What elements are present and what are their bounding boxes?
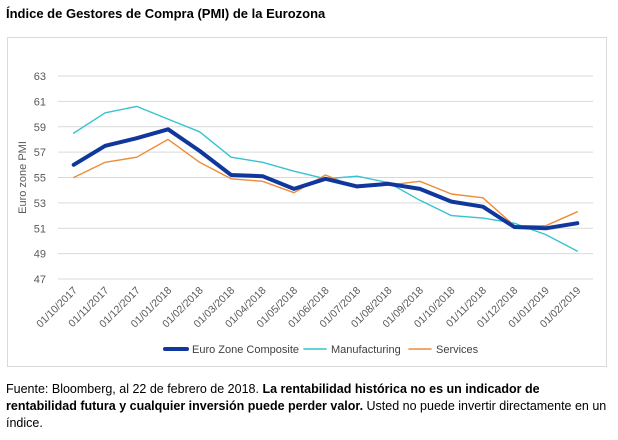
y-axis-label: Euro zone PMI <box>17 141 29 214</box>
y-tick-label: 63 <box>34 71 46 83</box>
y-tick-label: 47 <box>34 274 46 286</box>
chart-title: Índice de Gestores de Compra (PMI) de la… <box>6 6 326 21</box>
y-tick-label: 57 <box>34 147 46 159</box>
series-line-services <box>72 138 578 227</box>
y-tick-label: 55 <box>34 173 46 185</box>
y-tick-label: 61 <box>34 96 46 108</box>
y-tick-label: 53 <box>34 198 46 210</box>
legend-label: Euro Zone Composite <box>192 344 299 356</box>
disclaimer-text: La rentabilidad histórica no es un indic… <box>6 382 540 413</box>
y-tick-label: 49 <box>34 249 46 261</box>
series-line-euro-zone-composite <box>71 127 580 231</box>
y-tick-label: 51 <box>34 223 46 235</box>
chart-frame: 47 49 51 53 55 57 59 61 63 Euro zone PMI 01/10/201… <box>7 37 607 367</box>
legend-label: Services <box>436 344 479 356</box>
legend-label: Manufacturing <box>331 344 401 356</box>
index-note-text: Usted no puede invertir directamente en … <box>6 399 607 430</box>
source-text: Fuente: Bloomberg, al 22 de febrero de 2… <box>6 382 259 396</box>
y-tick-label: 59 <box>34 122 46 134</box>
footer-note: Fuente: Bloomberg, al 22 de febrero de 2… <box>6 381 612 432</box>
